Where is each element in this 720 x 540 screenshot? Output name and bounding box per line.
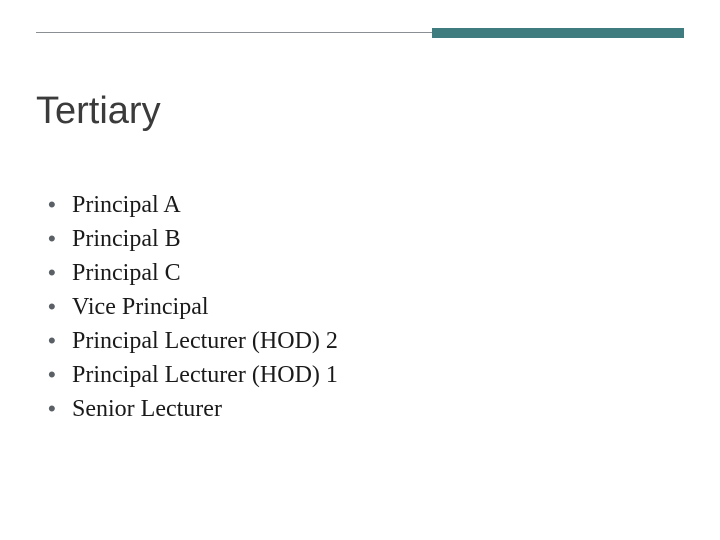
bullet-dot-icon: • xyxy=(48,394,72,424)
bullet-dot-icon: • xyxy=(48,224,72,254)
bullet-dot-icon: • xyxy=(48,360,72,390)
list-item-label: Principal B xyxy=(72,224,181,254)
list-item-label: Principal Lecturer (HOD) 1 xyxy=(72,360,338,390)
list-item-label: Principal Lecturer (HOD) 2 xyxy=(72,326,338,356)
list-item: •Principal B xyxy=(48,224,672,254)
list-item-label: Principal C xyxy=(72,258,181,288)
list-item: •Principal Lecturer (HOD) 1 xyxy=(48,360,672,390)
bullet-list: •Principal A•Principal B•Principal C•Vic… xyxy=(48,190,672,428)
slide-title: Tertiary xyxy=(36,90,161,133)
slide: Tertiary •Principal A•Principal B•Princi… xyxy=(0,0,720,540)
list-item: •Principal C xyxy=(48,258,672,288)
list-item: •Principal Lecturer (HOD) 2 xyxy=(48,326,672,356)
top-rule-thick-bar xyxy=(432,28,684,38)
top-rule xyxy=(36,28,684,42)
list-item-label: Senior Lecturer xyxy=(72,394,222,424)
list-item: •Principal A xyxy=(48,190,672,220)
bullet-dot-icon: • xyxy=(48,292,72,322)
list-item-label: Vice Principal xyxy=(72,292,209,322)
list-item: •Senior Lecturer xyxy=(48,394,672,424)
list-item: •Vice Principal xyxy=(48,292,672,322)
list-item-label: Principal A xyxy=(72,190,181,220)
bullet-dot-icon: • xyxy=(48,326,72,356)
bullet-dot-icon: • xyxy=(48,190,72,220)
bullet-dot-icon: • xyxy=(48,258,72,288)
